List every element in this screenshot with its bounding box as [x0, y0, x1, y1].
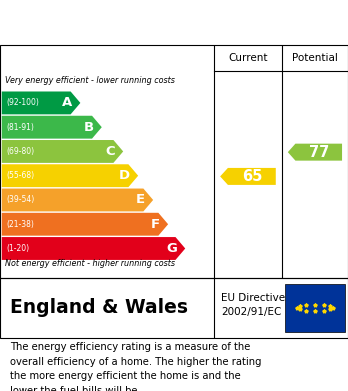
- Polygon shape: [2, 237, 185, 260]
- Text: E: E: [136, 194, 145, 206]
- Text: (69-80): (69-80): [6, 147, 34, 156]
- Text: A: A: [62, 97, 72, 109]
- Text: (92-100): (92-100): [6, 99, 39, 108]
- Text: F: F: [151, 218, 160, 231]
- Text: D: D: [119, 169, 130, 182]
- Text: Potential: Potential: [292, 53, 338, 63]
- Polygon shape: [2, 116, 102, 139]
- Polygon shape: [2, 188, 153, 212]
- Polygon shape: [288, 143, 342, 161]
- Polygon shape: [2, 164, 138, 187]
- Text: (1-20): (1-20): [6, 244, 29, 253]
- Text: 77: 77: [309, 145, 329, 160]
- Text: Current: Current: [228, 53, 268, 63]
- Polygon shape: [2, 140, 123, 163]
- Text: (21-38): (21-38): [6, 220, 34, 229]
- Text: B: B: [83, 121, 93, 134]
- Text: 65: 65: [242, 169, 262, 184]
- Text: The energy efficiency rating is a measure of the
overall efficiency of a home. T: The energy efficiency rating is a measur…: [10, 343, 262, 391]
- Text: Very energy efficient - lower running costs: Very energy efficient - lower running co…: [5, 76, 175, 85]
- Text: (55-68): (55-68): [6, 171, 34, 180]
- Text: EU Directive
2002/91/EC: EU Directive 2002/91/EC: [221, 293, 285, 317]
- Text: (39-54): (39-54): [6, 196, 34, 204]
- Text: England & Wales: England & Wales: [10, 298, 188, 317]
- Polygon shape: [220, 168, 276, 185]
- Polygon shape: [2, 213, 168, 236]
- Bar: [285, 283, 345, 332]
- Text: Energy Efficiency Rating: Energy Efficiency Rating: [10, 16, 232, 31]
- Text: C: C: [105, 145, 115, 158]
- Text: G: G: [166, 242, 177, 255]
- Polygon shape: [2, 91, 80, 114]
- Text: (81-91): (81-91): [6, 123, 34, 132]
- Text: Not energy efficient - higher running costs: Not energy efficient - higher running co…: [5, 259, 175, 268]
